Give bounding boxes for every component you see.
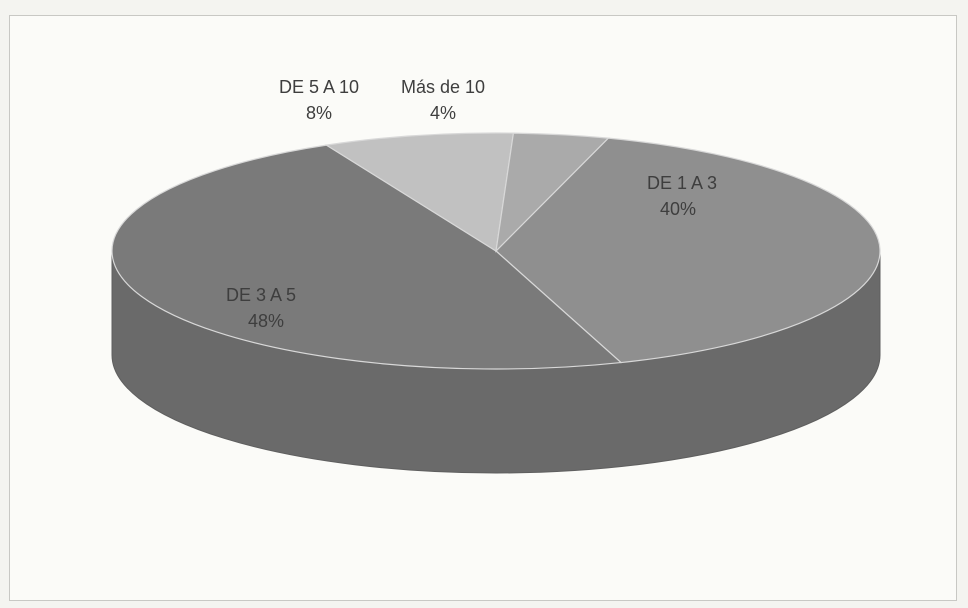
pie-slice-2 xyxy=(324,132,515,252)
pie-top-layer xyxy=(111,132,881,370)
label-mas10-value: 4% xyxy=(430,103,456,123)
label-de3a5-value: 48% xyxy=(248,311,284,331)
pie-slice-3 xyxy=(495,132,610,253)
label-de5a10-value: 8% xyxy=(306,103,332,123)
label-de1a3-value: 40% xyxy=(660,199,696,219)
label-de3a5-category: DE 3 A 5 xyxy=(226,285,296,305)
pie-slice-0 xyxy=(495,137,881,364)
label-de1a3-category: DE 1 A 3 xyxy=(647,173,717,193)
label-de5a10-category: DE 5 A 10 xyxy=(279,77,359,97)
label-mas10-category: Más de 10 xyxy=(401,77,485,97)
pie-slice-1 xyxy=(111,144,623,370)
